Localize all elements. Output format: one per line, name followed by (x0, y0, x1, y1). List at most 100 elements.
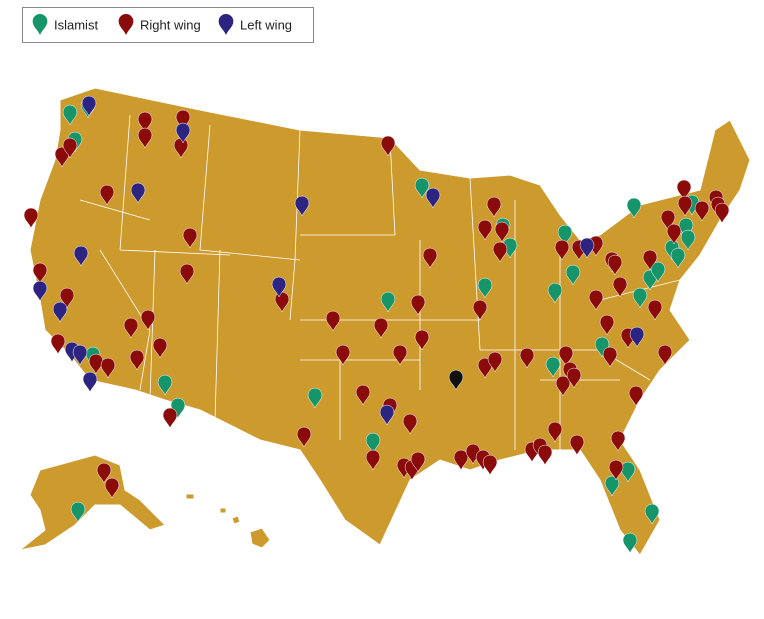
map-pin (59, 287, 75, 309)
map-pin (486, 196, 502, 218)
map-pin (380, 135, 396, 157)
legend-pin (218, 14, 234, 36)
map-pin (325, 310, 341, 332)
contiguous-us (29, 87, 751, 556)
map-pin (566, 367, 582, 389)
legend-label: Right wing (140, 17, 201, 32)
map-pin (99, 184, 115, 206)
map-pin (162, 407, 178, 429)
map-pin (373, 317, 389, 339)
map-pin (607, 254, 623, 276)
hawaii (185, 493, 271, 549)
map-pin (32, 262, 48, 284)
map-pin (448, 369, 464, 391)
map-pin (612, 276, 628, 298)
map-pin (123, 317, 139, 339)
map-pin (565, 264, 581, 286)
map-pin (666, 223, 682, 245)
map-pin (179, 263, 195, 285)
map-pin (477, 277, 493, 299)
legend-label: Left wing (240, 17, 292, 32)
map-pin (96, 462, 112, 484)
legend-pin (32, 14, 48, 36)
land (19, 87, 751, 556)
map-pin (694, 200, 710, 222)
map-pin (554, 239, 570, 261)
map-pin (657, 344, 673, 366)
map-pin (558, 345, 574, 367)
map-pin (88, 353, 104, 375)
map-pin (365, 449, 381, 471)
map-pin (537, 444, 553, 466)
alaska (19, 454, 166, 551)
map-pin (70, 501, 86, 523)
map-pin (677, 195, 693, 217)
map-pin (335, 344, 351, 366)
map-pin (620, 461, 636, 483)
map-pin (610, 430, 626, 452)
map-pin (271, 276, 287, 298)
map-pin (453, 449, 469, 471)
map-pin (355, 384, 371, 406)
map-pin (73, 245, 89, 267)
map-pin (599, 314, 615, 336)
map-pin (32, 280, 48, 302)
map-pin (545, 356, 561, 378)
map-pin (82, 371, 98, 393)
map-pin (622, 532, 638, 554)
map-pin (588, 289, 604, 311)
map-pin (62, 104, 78, 126)
map-pin (628, 385, 644, 407)
map-pin (379, 404, 395, 426)
map-pin (130, 182, 146, 204)
map-pin (414, 329, 430, 351)
map-pin (157, 374, 173, 396)
map-pin (62, 137, 78, 159)
pins (23, 95, 730, 554)
map-pin (632, 287, 648, 309)
map-pin (137, 127, 153, 149)
map-pin (557, 224, 573, 246)
map-pin (492, 241, 508, 263)
map-pin (307, 387, 323, 409)
map-pin (54, 146, 70, 168)
map-pin (547, 421, 563, 443)
map-pin (626, 197, 642, 219)
legend-box (22, 7, 314, 43)
map-pin (392, 344, 408, 366)
map-pin (629, 326, 645, 348)
map-pin (482, 454, 498, 476)
map-pin (414, 177, 430, 199)
map-pin (402, 413, 418, 435)
map-pin (714, 202, 730, 224)
map-pin (604, 475, 620, 497)
legend-label: Islamist (54, 17, 98, 32)
map-pin (410, 451, 426, 473)
map-pin (494, 221, 510, 243)
map-pin (487, 351, 503, 373)
map-pin (425, 187, 441, 209)
map-pin (579, 237, 595, 259)
legend-pin (118, 14, 134, 36)
map-pin (175, 109, 191, 131)
map-pin (547, 282, 563, 304)
map-pin (644, 503, 660, 525)
map-pin (100, 357, 116, 379)
map-pin (137, 111, 153, 133)
map-pin (52, 301, 68, 323)
map-pin (104, 477, 120, 499)
map-pin (660, 209, 676, 231)
map-pin (477, 357, 493, 379)
map-pin (23, 207, 39, 229)
map-pin (602, 346, 618, 368)
map-pin (680, 229, 696, 251)
map-pin (670, 247, 686, 269)
map-pin (380, 291, 396, 313)
map-pin (182, 227, 198, 249)
map-pin (410, 294, 426, 316)
map-pin (129, 349, 145, 371)
map-pin (519, 347, 535, 369)
map-pin (140, 309, 156, 331)
map-pin (650, 261, 666, 283)
